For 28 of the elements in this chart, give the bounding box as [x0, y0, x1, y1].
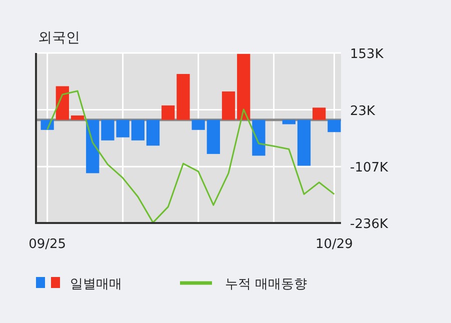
bar — [131, 120, 144, 140]
chart-title: 외국인 — [38, 30, 80, 46]
bar — [70, 115, 84, 120]
bar — [252, 120, 266, 156]
legend-label: 누적 매매동향 — [225, 277, 308, 292]
y-tick-label: 153K — [350, 47, 384, 62]
y-tick-label: -107K — [350, 160, 389, 176]
line-series — [46, 90, 335, 224]
bar — [116, 120, 130, 138]
bar — [206, 120, 220, 154]
bar — [146, 120, 160, 146]
bar — [86, 120, 100, 174]
bar — [312, 108, 326, 120]
bar — [222, 91, 236, 120]
bar — [56, 86, 69, 120]
bar — [162, 105, 175, 120]
y-tick-label: 23K — [350, 104, 376, 119]
bar — [282, 120, 296, 124]
y-tick-label: -236K — [350, 217, 389, 232]
bar — [101, 120, 114, 140]
x-tick-label: 10/29 — [315, 237, 353, 252]
bar — [237, 54, 250, 120]
bar — [297, 120, 311, 166]
bar — [328, 120, 341, 132]
bar — [176, 74, 190, 120]
x-tick-label: 09/25 — [28, 237, 66, 252]
bar — [192, 120, 205, 130]
legend-label: 일별매매 — [70, 277, 122, 292]
